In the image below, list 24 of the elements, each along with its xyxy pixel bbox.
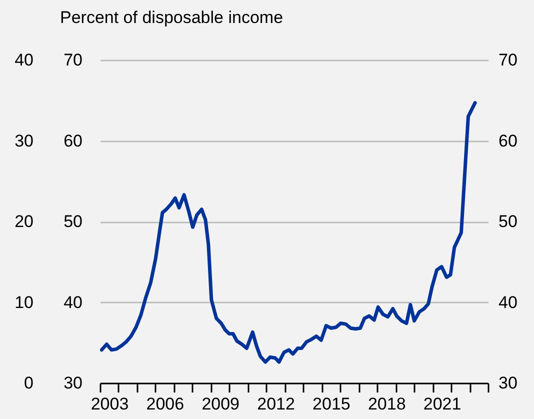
y3-tick-label: 30	[14, 131, 34, 150]
x-tick-label: 2009	[202, 394, 240, 414]
y3-tick-label: 40	[14, 50, 34, 70]
y-axis-title: Percent of disposable income	[60, 8, 284, 27]
y3-tick-label: 0	[24, 374, 34, 392]
x-tick-label: 2015	[312, 394, 350, 414]
y-tick-label: 30	[64, 374, 82, 392]
y-tick-label: 50	[64, 212, 82, 231]
y2-tick-label: 70	[498, 50, 518, 70]
x-tick-label: 2006	[146, 394, 184, 414]
y2-tick-label: 40	[498, 292, 518, 312]
y-tick-label: 40	[64, 292, 82, 312]
y3-tick-label: 10	[14, 292, 34, 312]
y-tick-label: 70	[64, 50, 82, 70]
y2-tick-label: 30	[498, 374, 518, 392]
y2-tick-label: 50	[498, 212, 518, 231]
line-series	[100, 101, 477, 364]
y-tick-label: 60	[64, 131, 82, 150]
y2-tick-label: 60	[498, 131, 518, 150]
x-tick-label: 2018	[368, 394, 406, 414]
y3-tick-label: 20	[14, 212, 34, 231]
x-tick-label: 2003	[90, 394, 129, 414]
x-tick-label: 2012	[257, 394, 295, 414]
x-tick-label: 2021	[423, 394, 462, 414]
